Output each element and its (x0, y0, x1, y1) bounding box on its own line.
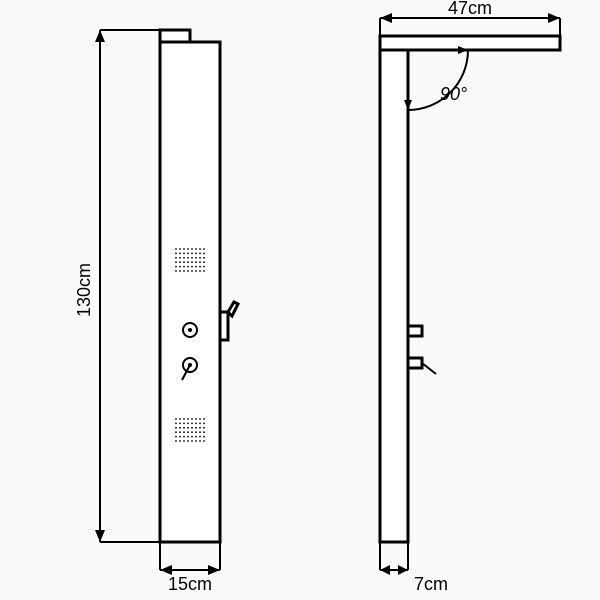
dim-front-width: 15cm (160, 542, 220, 594)
knob-1-inner (188, 328, 192, 332)
side-view: 90° (380, 36, 560, 542)
technical-drawing: 90° 130cm 15cm 47cm 7cm (0, 0, 600, 600)
handset (220, 302, 238, 340)
dim-front-width-label: 15cm (168, 574, 212, 594)
side-lever (422, 363, 436, 374)
front-column (160, 42, 220, 542)
dim-top-depth-label: 47cm (448, 0, 492, 18)
side-top-arm (380, 36, 560, 50)
side-knob-2 (408, 358, 422, 368)
front-cap (160, 30, 190, 42)
dim-side-width: 7cm (380, 542, 448, 594)
dim-height: 130cm (74, 30, 160, 542)
dim-height-label: 130cm (74, 263, 94, 317)
dim-top-depth: 47cm (380, 0, 560, 36)
angle-label: 90° (440, 84, 467, 104)
dim-side-width-label: 7cm (414, 574, 448, 594)
side-column (380, 50, 408, 542)
side-knob-1 (408, 326, 422, 336)
front-view (160, 30, 238, 542)
